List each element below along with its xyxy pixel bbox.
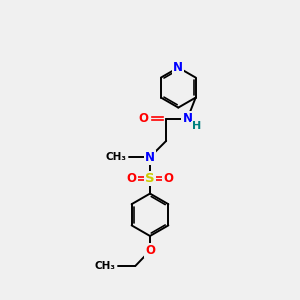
Text: H: H: [192, 121, 201, 131]
Text: N: N: [145, 151, 155, 164]
Text: O: O: [127, 172, 137, 185]
Text: N: N: [173, 61, 183, 74]
Text: CH₃: CH₃: [95, 261, 116, 271]
Text: O: O: [145, 244, 155, 257]
Text: S: S: [145, 172, 155, 185]
Text: CH₃: CH₃: [105, 152, 126, 162]
Text: O: O: [163, 172, 173, 185]
Text: N: N: [182, 112, 192, 125]
Text: O: O: [139, 112, 148, 125]
